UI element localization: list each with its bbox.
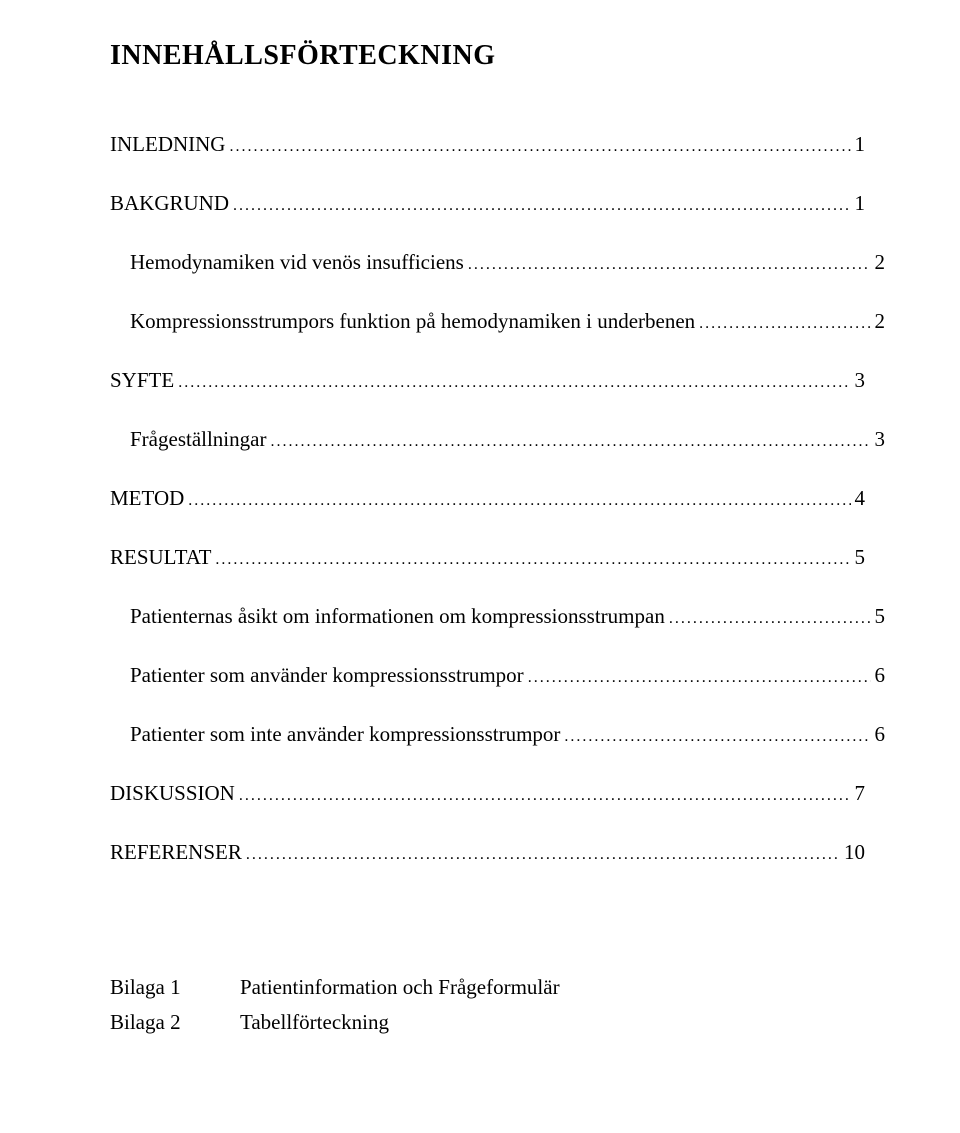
toc-label: Frågeställningar xyxy=(130,427,266,452)
appendix-entry: Bilaga 1 Patientinformation och Frågefor… xyxy=(110,975,865,1000)
toc-page-number: 1 xyxy=(855,132,866,157)
toc-page-number: 2 xyxy=(875,250,886,275)
toc-leader xyxy=(528,669,871,687)
toc-entry: Frågeställningar 3 xyxy=(110,427,885,452)
appendix-list: Bilaga 1 Patientinformation och Frågefor… xyxy=(110,975,865,1035)
appendix-key: Bilaga 2 xyxy=(110,1010,240,1035)
toc-label: METOD xyxy=(110,486,184,511)
toc-label: DISKUSSION xyxy=(110,781,235,806)
toc-page-number: 2 xyxy=(875,309,886,334)
toc-entry: Patienter som inte använder kompressions… xyxy=(110,722,885,747)
toc-page-number: 3 xyxy=(875,427,886,452)
toc-page-number: 6 xyxy=(875,722,886,747)
appendix-value: Patientinformation och Frågeformulär xyxy=(240,975,865,1000)
toc-leader xyxy=(564,728,870,746)
toc-entry: INLEDNING 1 xyxy=(110,132,865,157)
toc-list: INLEDNING 1 BAKGRUND 1 Hemodynamiken vid… xyxy=(110,132,865,865)
toc-leader xyxy=(188,492,850,510)
toc-entry: BAKGRUND 1 xyxy=(110,191,865,216)
toc-entry: METOD 4 xyxy=(110,486,865,511)
toc-label: Patienternas åsikt om informationen om k… xyxy=(130,604,665,629)
toc-page-number: 3 xyxy=(855,368,866,393)
toc-leader xyxy=(270,433,870,451)
toc-entry: Kompressionsstrumpors funktion på hemody… xyxy=(110,309,885,334)
toc-leader xyxy=(215,551,850,569)
toc-page-number: 5 xyxy=(875,604,886,629)
toc-entry: Hemodynamiken vid venös insufficiens 2 xyxy=(110,250,885,275)
toc-label: REFERENSER xyxy=(110,840,242,865)
toc-label: INLEDNING xyxy=(110,132,225,157)
toc-entry: DISKUSSION 7 xyxy=(110,781,865,806)
toc-entry: SYFTE 3 xyxy=(110,368,865,393)
toc-entry: Patienternas åsikt om informationen om k… xyxy=(110,604,885,629)
toc-entry: RESULTAT 5 xyxy=(110,545,865,570)
toc-leader xyxy=(239,787,851,805)
toc-entry: Patienter som använder kompressionsstrum… xyxy=(110,663,885,688)
toc-leader xyxy=(178,374,850,392)
toc-entry: REFERENSER 10 xyxy=(110,840,865,865)
toc-page-number: 1 xyxy=(855,191,866,216)
toc-label: BAKGRUND xyxy=(110,191,229,216)
toc-page-number: 4 xyxy=(855,486,866,511)
toc-label: Kompressionsstrumpors funktion på hemody… xyxy=(130,309,695,334)
toc-page-number: 5 xyxy=(855,545,866,570)
toc-leader xyxy=(246,846,840,864)
toc-label: Patienter som använder kompressionsstrum… xyxy=(130,663,524,688)
toc-leader xyxy=(468,256,871,274)
toc-label: SYFTE xyxy=(110,368,174,393)
toc-title: INNEHÅLLSFÖRTECKNING xyxy=(110,40,865,72)
toc-leader xyxy=(699,315,870,333)
toc-label: RESULTAT xyxy=(110,545,211,570)
toc-page-number: 10 xyxy=(844,840,865,865)
page: INNEHÅLLSFÖRTECKNING INLEDNING 1 BAKGRUN… xyxy=(0,0,960,1133)
toc-leader xyxy=(233,197,850,215)
toc-page-number: 6 xyxy=(875,663,886,688)
toc-leader xyxy=(229,138,850,156)
toc-label: Patienter som inte använder kompressions… xyxy=(130,722,560,747)
appendix-entry: Bilaga 2 Tabellförteckning xyxy=(110,1010,865,1035)
toc-leader xyxy=(669,610,871,628)
toc-label: Hemodynamiken vid venös insufficiens xyxy=(130,250,464,275)
appendix-key: Bilaga 1 xyxy=(110,975,240,1000)
toc-page-number: 7 xyxy=(855,781,866,806)
appendix-value: Tabellförteckning xyxy=(240,1010,865,1035)
